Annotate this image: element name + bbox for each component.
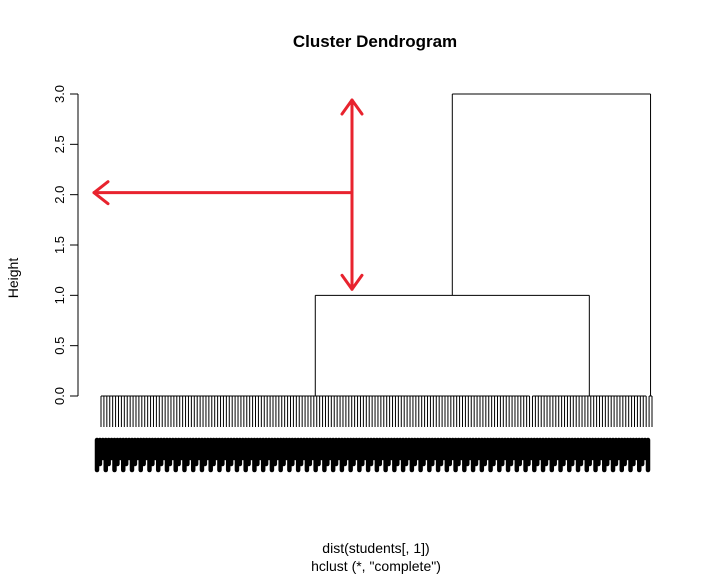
- annotations: [92, 98, 364, 291]
- arrow-up-head: [340, 98, 364, 116]
- dendrogram-branches: [100, 93, 653, 427]
- method-subtitle: hclust (*, "complete"): [311, 558, 441, 574]
- y-tick-label: 1.5: [52, 236, 67, 254]
- arrow-left-head: [92, 180, 110, 206]
- y-tick-label: 1.0: [52, 286, 67, 304]
- x-axis-label: dist(students[, 1]): [322, 540, 429, 556]
- arrow-down-head: [340, 273, 364, 291]
- chart-title: Cluster Dendrogram: [293, 32, 457, 51]
- y-tick-label: 2.5: [52, 135, 67, 153]
- y-axis: 0.0 0.5 1.0 1.5 2.0 2.5 3.0: [52, 85, 79, 405]
- leaf-labels: [94, 437, 651, 473]
- y-tick-label: 0.0: [52, 387, 67, 405]
- y-tick-label: 2.0: [52, 186, 67, 204]
- y-axis-label: Height: [5, 258, 21, 299]
- y-tick-label: 3.0: [52, 85, 67, 103]
- y-tick-label: 0.5: [52, 337, 67, 355]
